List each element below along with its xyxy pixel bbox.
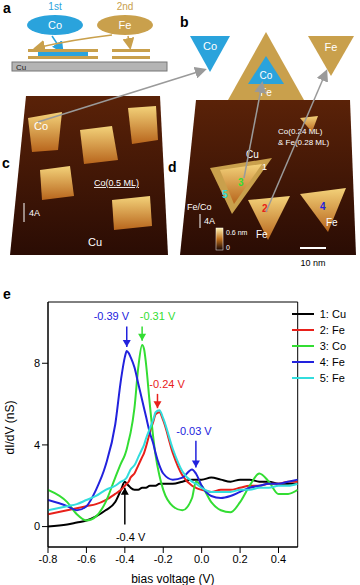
svg-text:Co: Co: [48, 19, 62, 31]
svg-text:2: 2: [262, 203, 268, 214]
svg-text:-0.31 V: -0.31 V: [140, 310, 176, 322]
svg-text:a: a: [3, 0, 11, 16]
svg-text:-0.4 V: -0.4 V: [116, 531, 146, 543]
svg-text:b: b: [180, 14, 189, 30]
svg-text:0.4: 0.4: [271, 553, 286, 565]
svg-text:4: 4: [320, 201, 326, 212]
svg-text:3: 3: [238, 177, 244, 188]
svg-text:Cu: Cu: [246, 149, 259, 160]
html-text:4: Fe: 4: Fe: [319, 356, 345, 368]
svg-text:Fe: Fe: [256, 229, 268, 240]
svg-text:d: d: [168, 159, 177, 175]
svg-text:Fe/Co: Fe/Co: [187, 202, 212, 212]
svg-text:Cu: Cu: [88, 236, 102, 248]
svg-text:Fe: Fe: [325, 41, 338, 53]
svg-text:Co(0.5 ML): Co(0.5 ML): [94, 178, 139, 188]
html-text:3: Co: 3: Co: [319, 340, 346, 352]
svg-text:c: c: [2, 155, 10, 171]
svg-text:-0.6: -0.6: [77, 553, 96, 565]
svg-text:5: 5: [222, 189, 228, 200]
svg-text:1st: 1st: [48, 1, 62, 12]
html-text:e: e: [3, 286, 11, 302]
svg-text:1: 1: [262, 162, 267, 172]
svg-text:-0.4: -0.4: [115, 553, 134, 565]
svg-text:4A: 4A: [204, 216, 215, 226]
svg-text:8: 8: [34, 357, 40, 369]
svg-text:Co: Co: [34, 120, 49, 132]
svg-text:Fe: Fe: [326, 217, 338, 228]
svg-text:0.6 nm: 0.6 nm: [226, 229, 248, 236]
svg-text:0.0: 0.0: [194, 553, 209, 565]
svg-text:Cu: Cu: [16, 63, 26, 72]
svg-text:bias voltage (V): bias voltage (V): [131, 572, 214, 585]
svg-text:-0.03 V: -0.03 V: [176, 425, 212, 437]
svg-text:dI/dV (nS): dI/dV (nS): [3, 400, 17, 454]
svg-text:Co: Co: [203, 40, 217, 52]
svg-text:Co: Co: [260, 70, 273, 81]
svg-text:-0.39 V: -0.39 V: [94, 310, 130, 322]
svg-text:Fe: Fe: [119, 19, 132, 31]
svg-text:Co(0.24 ML): Co(0.24 ML): [278, 127, 323, 136]
svg-text:4: 4: [34, 439, 40, 451]
svg-text:0: 0: [226, 244, 230, 251]
html-text:5: Fe: 5: Fe: [319, 372, 345, 384]
svg-text:2nd: 2nd: [117, 1, 134, 12]
svg-text:& Fe(0.28 ML): & Fe(0.28 ML): [278, 138, 329, 147]
svg-text:-0.8: -0.8: [39, 553, 58, 565]
svg-text:10 nm: 10 nm: [300, 258, 325, 268]
svg-text:-0.24 V: -0.24 V: [149, 378, 185, 390]
svg-text:-0.2: -0.2: [154, 553, 173, 565]
html-text:1: Cu: 1: Cu: [319, 308, 346, 320]
svg-text:0: 0: [34, 520, 40, 532]
svg-text:4A: 4A: [29, 208, 40, 218]
svg-text:Fe: Fe: [260, 87, 272, 98]
html-text:2: Fe: 2: Fe: [319, 324, 345, 336]
svg-text:0.2: 0.2: [232, 553, 247, 565]
